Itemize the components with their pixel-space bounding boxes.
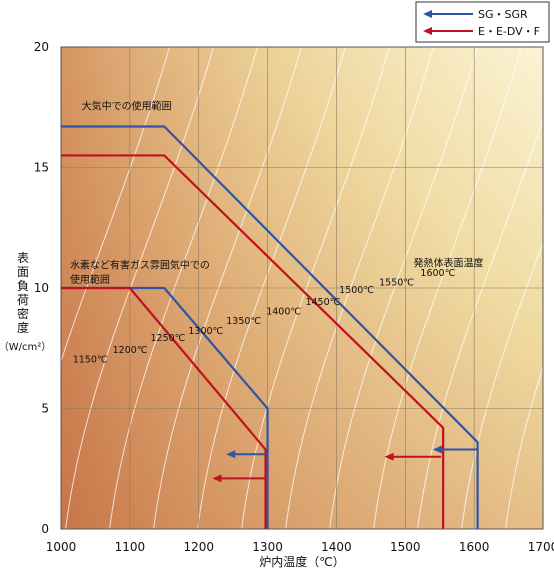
isotherm-curve	[109, 47, 259, 529]
isotherm-label: 1200℃	[113, 345, 148, 356]
x-tick-label: 1400	[321, 540, 352, 554]
y-axis-label-char: 度	[17, 320, 29, 335]
y-tick-label: 10	[34, 281, 49, 295]
annotation-text: 使用範囲	[70, 273, 110, 286]
arrow	[432, 445, 478, 454]
isotherm-label: 1150℃	[73, 355, 108, 366]
legend-label: SG・SGR	[478, 8, 528, 21]
arrow-head	[384, 452, 394, 461]
arrow-head	[432, 445, 442, 454]
x-tick-label: 1000	[46, 540, 77, 554]
x-tick-label: 1500	[390, 540, 421, 554]
series-line-air	[61, 154, 445, 529]
y-tick-label: 5	[41, 402, 49, 416]
arrow	[384, 452, 442, 461]
y-axis-label-char: 表	[17, 251, 29, 265]
legend-arrow-head	[423, 10, 432, 18]
isotherm-label: 1550℃	[379, 278, 414, 289]
series-line-air	[61, 125, 479, 529]
isotherm-label: 1500℃	[339, 285, 374, 296]
isotherm-curve	[505, 365, 543, 529]
isotherm-curve	[373, 47, 523, 529]
x-axis-label: 炉内温度（℃）	[259, 554, 344, 569]
legend-item: SG・SGR	[423, 8, 528, 21]
arrow-head	[226, 450, 236, 459]
series-layer	[61, 125, 479, 529]
isotherm-label: 1450℃	[305, 297, 340, 308]
y-axis-label-char: 負	[17, 279, 29, 293]
legend-label: E・E-DV・F	[478, 25, 540, 38]
isotherm-curve	[153, 47, 303, 529]
y-tick-label: 15	[34, 161, 49, 175]
annotation-text: 水素など有害ガス雰囲気中での	[70, 259, 210, 272]
y-axis-unit: （W/cm²）	[0, 341, 51, 353]
isotherm-label: 1600℃	[420, 268, 455, 279]
y-tick-label: 20	[34, 40, 49, 54]
isotherm-curve	[549, 42, 554, 534]
isotherm-label: 1300℃	[188, 326, 223, 337]
isotherm-curve	[329, 47, 479, 529]
x-tick-label: 1600	[459, 540, 490, 554]
isotherm-curve	[417, 117, 543, 529]
isotherm-curve	[461, 241, 543, 529]
isotherm-curves	[61, 42, 554, 534]
legend-box	[415, 1, 550, 43]
annotation-text: 大気中での使用範囲	[82, 100, 172, 113]
y-axis-label-char: 荷	[17, 293, 29, 307]
x-tick-label: 1200	[183, 540, 214, 554]
isotherm-label: 1400℃	[266, 307, 301, 318]
legend-arrow-head	[423, 27, 432, 35]
isotherm-label: 1250℃	[151, 333, 186, 344]
isotherm-label: 1350℃	[226, 316, 261, 327]
arrow	[226, 450, 266, 459]
isotherm-curve	[241, 47, 391, 529]
annotation-text: 発熱体表面温度	[414, 256, 484, 269]
arrow-head	[212, 474, 222, 483]
x-tick-label: 1300	[252, 540, 283, 554]
isotherm-curve	[197, 47, 347, 529]
isotherm-curve	[61, 47, 171, 363]
series-line-hydrogen	[61, 286, 267, 529]
y-axis-label-char: 密	[17, 306, 29, 321]
arrow-layer	[212, 445, 478, 483]
arrow	[212, 474, 266, 483]
legend: SG・SGR E・E-DV・F	[415, 1, 550, 43]
x-tick-label: 1100	[115, 540, 146, 554]
legend-item: E・E-DV・F	[423, 25, 540, 38]
isotherm-curve	[285, 47, 435, 529]
y-axis-label-char: 面	[17, 265, 29, 279]
isotherm-curve	[65, 47, 215, 529]
y-tick-label: 0	[41, 522, 49, 536]
